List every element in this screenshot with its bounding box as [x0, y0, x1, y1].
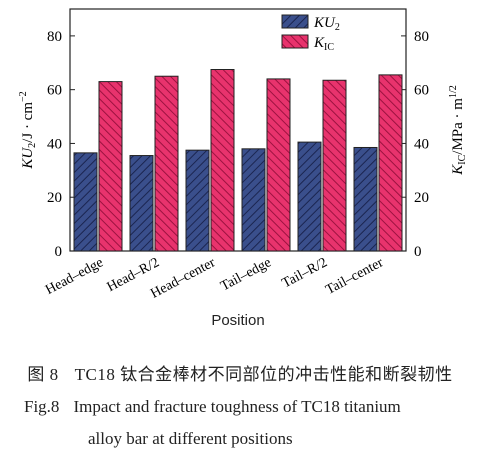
- y-tick-right-label: 60: [414, 83, 429, 99]
- y-axis-right-label: KIC/MPa · m1/2: [448, 85, 468, 175]
- legend-swatch-ku2: [281, 14, 309, 29]
- caption-en-line1-text: Impact and fracture toughness of TC18 ti…: [73, 397, 401, 416]
- caption-chinese: 图 8 TC18 钛合金棒材不同部位的冲击性能和断裂韧性: [0, 360, 480, 385]
- y-tick-left-label: 40: [47, 136, 62, 152]
- y-tick-right-label: 0: [414, 244, 422, 260]
- y-tick-right-label: 40: [414, 136, 429, 152]
- x-tick-label: Tail–center: [323, 255, 386, 298]
- left-axis-ticks: 0 20 40 60 80: [47, 29, 75, 260]
- bar-ku2: [241, 148, 266, 252]
- x-tick-label: Head–center: [148, 255, 218, 302]
- bar-ku2: [353, 146, 378, 252]
- bar-kic: [154, 75, 179, 252]
- bar-kic: [322, 79, 347, 252]
- caption-english-line1: Fig.8 Impact and fracture toughness of TC…: [24, 397, 480, 417]
- legend: KU2 KIC: [281, 14, 340, 53]
- y-tick-left-label: 0: [55, 244, 63, 260]
- right-axis-ticks: 0 20 40 60 80: [401, 29, 429, 260]
- caption-english-line2: alloy bar at different positions: [88, 429, 293, 448]
- x-axis-label: Position: [211, 312, 264, 329]
- y-tick-right-label: 80: [414, 29, 429, 45]
- bar-ku2: [73, 152, 98, 252]
- y-tick-left-label: 60: [47, 83, 62, 99]
- y-axis-left-label: KU2/J · cm−2: [18, 91, 38, 169]
- legend-label-ku2: KU2: [313, 15, 340, 33]
- bar-ku2: [129, 155, 154, 252]
- legend-label-kic: KIC: [313, 35, 334, 53]
- bars: [73, 69, 403, 252]
- y-tick-left-label: 80: [47, 29, 62, 45]
- x-tick-label: Head–edge: [43, 255, 106, 298]
- x-tick-label: Tail–R/2: [280, 255, 330, 291]
- caption-zh-number: 图 8: [27, 365, 59, 384]
- legend-swatch-kic: [281, 34, 309, 49]
- bar-kic: [98, 81, 123, 252]
- caption-zh-text: TC18 钛合金棒材不同部位的冲击性能和断裂韧性: [74, 365, 453, 384]
- x-tick-label: Tail–edge: [218, 255, 274, 294]
- bar-ku2: [297, 141, 322, 252]
- bar-ku2: [185, 149, 210, 252]
- bar-kic: [266, 78, 291, 252]
- y-tick-left-label: 20: [47, 190, 62, 206]
- caption-en-number: Fig.8: [24, 397, 60, 416]
- bar-kic: [210, 69, 235, 252]
- bar-kic: [378, 74, 403, 252]
- bar-chart: 0 20 40 60 80 0 20 40 60 80 Head–edgeHead–R/2Hea…: [18, 8, 468, 329]
- plot-frame: [69, 8, 407, 252]
- y-tick-right-label: 20: [414, 190, 429, 206]
